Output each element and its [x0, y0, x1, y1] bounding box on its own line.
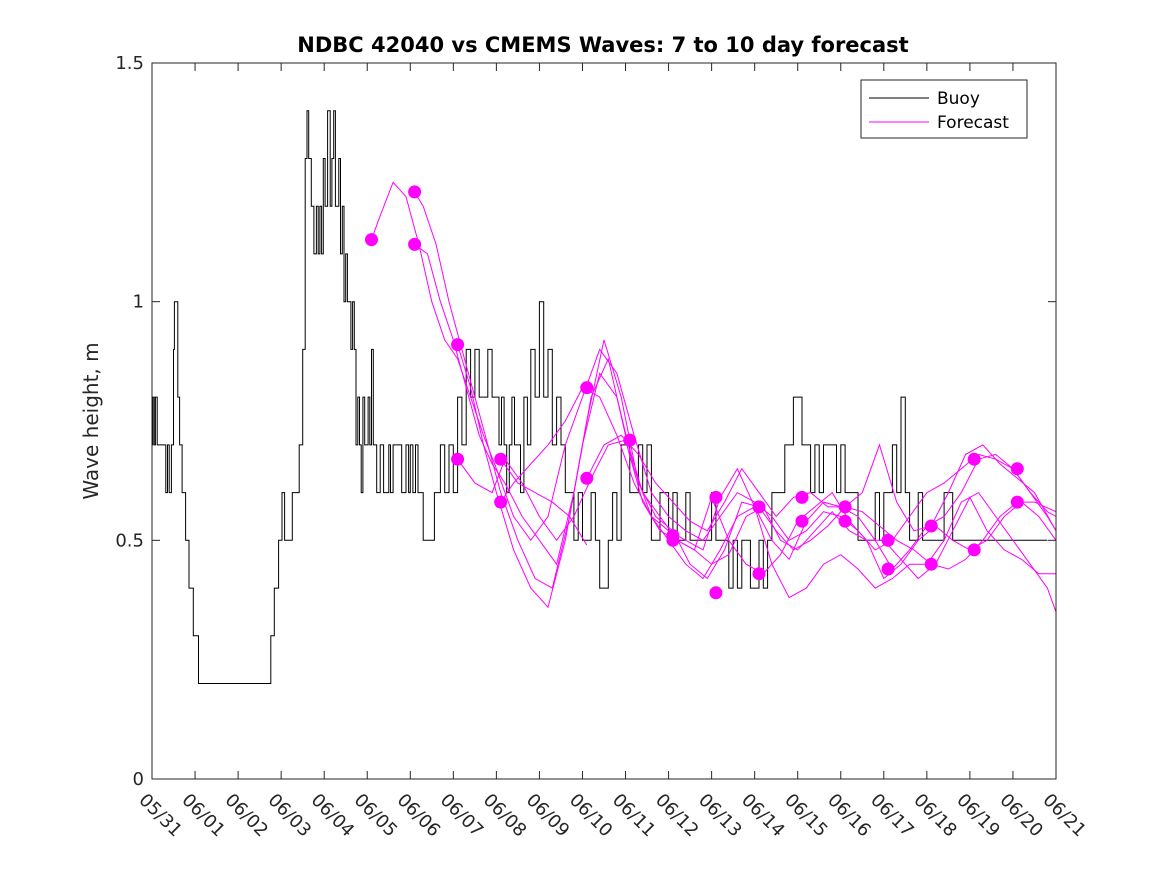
forecast-marker-25 [967, 543, 981, 557]
y-tick-label: 0 [133, 769, 144, 790]
forecast-marker-2 [408, 237, 422, 251]
legend-buoy-label: Buoy [937, 89, 980, 109]
legend-box [860, 79, 1028, 139]
forecast-marker-27 [1010, 495, 1024, 509]
y-axis-label: Wave height, m [79, 342, 103, 499]
forecast-marker-22 [924, 519, 938, 533]
forecast-marker-8 [580, 471, 594, 485]
forecast-marker-17 [795, 514, 809, 528]
buoy-series-line [152, 110, 1048, 684]
legend: Buoy Forecast [860, 79, 1028, 139]
chart-title: NDBC 42040 vs CMEMS Waves: 7 to 10 day f… [297, 33, 908, 57]
forecast-run-line-6 [500, 458, 588, 546]
forecast-marker-4 [451, 452, 465, 466]
legend-forecast-label: Forecast [937, 113, 1009, 133]
forecast-marker-11 [666, 533, 680, 547]
forecast-marker-16 [795, 490, 809, 504]
forecast-marker-19 [838, 514, 852, 528]
forecast-run-line-1 [414, 191, 1057, 589]
forecast-marker-14 [752, 500, 766, 514]
forecast-marker-0 [365, 233, 378, 247]
forecast-marker-23 [924, 557, 938, 571]
forecast-marker-21 [881, 562, 895, 576]
forecast-marker-15 [752, 567, 766, 581]
axes-box [151, 62, 1057, 780]
forecast-marker-26 [1010, 462, 1024, 476]
forecast-marker-20 [881, 533, 895, 547]
forecast-marker-1 [408, 185, 422, 199]
forecast-marker-12 [709, 490, 723, 504]
forecast-marker-6 [494, 495, 508, 509]
forecast-marker-24 [967, 452, 981, 466]
forecast-marker-18 [838, 500, 852, 514]
forecast-marker-3 [451, 338, 465, 352]
forecast-marker-5 [494, 452, 508, 466]
forecast-marker-13 [709, 586, 723, 600]
forecast-marker-7 [580, 381, 594, 395]
forecast-marker-9 [623, 433, 637, 447]
plot-area [152, 110, 1057, 684]
forecast-run-line-2 [414, 243, 1057, 580]
y-tick-label: 0.5 [115, 530, 144, 551]
y-tick-label: 1.5 [115, 53, 144, 74]
y-tick-label: 1 [133, 292, 144, 313]
